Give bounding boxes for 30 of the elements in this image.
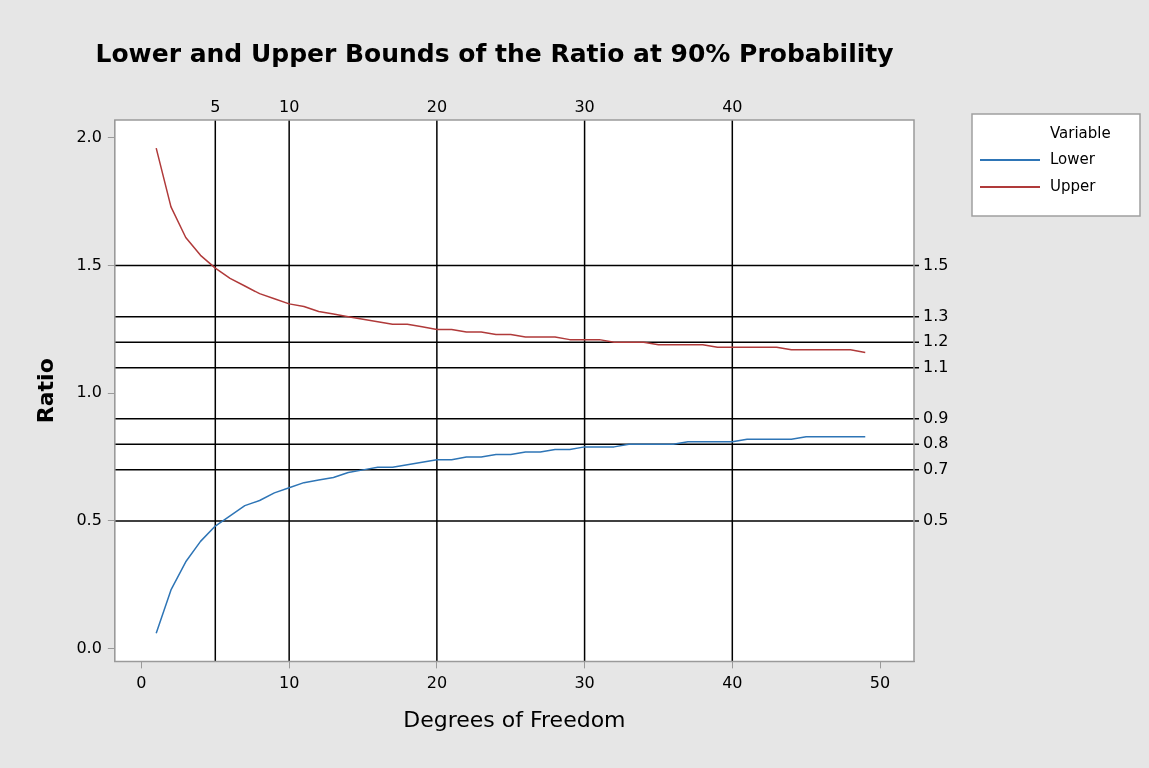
ref-line-label: 1.2 <box>923 331 949 351</box>
y-tick-label: 1.0 <box>76 382 102 402</box>
ref-line-label: 1.1 <box>923 356 949 376</box>
legend-label: Lower <box>1050 149 1096 168</box>
ref-line-label: 20 <box>426 97 448 117</box>
chart-title: Lower and Upper Bounds of the Ratio at 90% Probability <box>95 38 894 68</box>
ref-line-label: 30 <box>574 97 595 117</box>
ref-line-label: 0.5 <box>923 510 949 530</box>
ref-line-label: 40 <box>722 97 743 117</box>
x-axis-title: Degrees of Freedom <box>403 706 626 732</box>
ref-line-label: 5 <box>210 97 221 117</box>
legend-label: Upper <box>1050 176 1097 195</box>
x-tick-label: 10 <box>278 673 300 693</box>
ref-line-label: 1.3 <box>923 305 949 325</box>
x-tick-label: 20 <box>426 673 448 693</box>
x-tick-label: 30 <box>574 673 595 693</box>
y-axis-title: Ratio <box>32 358 58 424</box>
ref-line-label: 1.5 <box>923 254 949 274</box>
ref-line-label: 0.9 <box>923 407 949 427</box>
ref-line-label: 0.8 <box>923 433 949 453</box>
x-tick-label: 0 <box>136 673 147 693</box>
x-tick-label: 40 <box>722 673 743 693</box>
y-tick-label: 0.0 <box>76 637 102 657</box>
ref-line-label: 10 <box>278 97 300 117</box>
ref-line-label: 0.7 <box>923 459 949 479</box>
y-tick-label: 2.0 <box>76 127 102 147</box>
legend-title: Variable <box>1050 123 1111 142</box>
y-tick-label: 1.5 <box>76 254 102 274</box>
x-tick-label: 50 <box>869 673 891 693</box>
y-tick-label: 0.5 <box>76 510 102 530</box>
